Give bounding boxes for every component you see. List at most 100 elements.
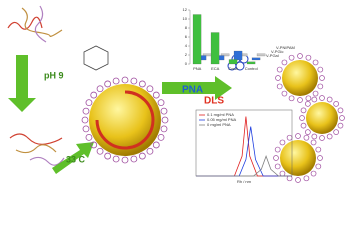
shell-unit bbox=[319, 95, 325, 101]
legend-label: 0 mg/ml PNA bbox=[207, 122, 231, 127]
shell-unit bbox=[297, 97, 303, 103]
polymer-chains bbox=[7, 5, 65, 166]
bar bbox=[233, 50, 243, 61]
bar bbox=[256, 53, 266, 57]
shell-unit bbox=[130, 77, 138, 85]
shell-unit bbox=[275, 75, 281, 81]
shell-unit bbox=[112, 155, 120, 163]
shell-unit bbox=[286, 175, 293, 182]
shell-unit bbox=[319, 75, 325, 81]
shell-unit bbox=[152, 141, 160, 149]
shell-unit bbox=[90, 91, 98, 99]
shell-unit bbox=[337, 122, 344, 129]
shell-unit bbox=[319, 135, 325, 141]
shell-unit bbox=[299, 115, 305, 121]
shell-unit bbox=[85, 133, 93, 141]
shell-unit bbox=[104, 152, 112, 160]
x-tick-label: ConA bbox=[228, 66, 238, 71]
vesicle bbox=[306, 102, 338, 134]
shell-unit bbox=[81, 116, 89, 124]
shell-unit bbox=[121, 76, 129, 84]
shell-unit bbox=[305, 129, 311, 135]
shell-unit bbox=[300, 107, 307, 114]
shell-unit bbox=[157, 133, 165, 141]
shell-unit bbox=[297, 53, 303, 59]
shell-unit bbox=[138, 152, 146, 160]
aggregates bbox=[273, 53, 345, 183]
legend-label: 0.1 mg/ml PNA bbox=[207, 112, 234, 117]
shell-unit bbox=[152, 91, 160, 99]
shell-unit bbox=[85, 99, 93, 107]
shell-unit bbox=[317, 83, 324, 90]
vesicle bbox=[282, 60, 318, 96]
legend-label: V-PNIPAM bbox=[276, 45, 295, 50]
arrow-diag bbox=[52, 142, 94, 174]
shell-unit bbox=[276, 83, 283, 90]
step-label: DLS bbox=[204, 96, 224, 107]
y-tick-label: 10 bbox=[183, 16, 188, 21]
shell-unit bbox=[146, 85, 154, 93]
shell-unit bbox=[138, 80, 146, 88]
shell-unit bbox=[303, 175, 310, 182]
shell-unit bbox=[310, 170, 317, 177]
y-tick-label: 6 bbox=[185, 34, 188, 39]
vesicle-layer bbox=[95, 90, 155, 150]
bar bbox=[246, 61, 256, 65]
bar bbox=[251, 57, 261, 61]
sugar-ring bbox=[83, 45, 109, 71]
shell-unit bbox=[333, 101, 339, 107]
legend-label: V-PGal bbox=[266, 53, 279, 58]
shell-unit bbox=[305, 101, 311, 107]
shell-unit bbox=[311, 96, 318, 103]
y-tick-label: 0 bbox=[185, 61, 188, 66]
shell-unit bbox=[303, 134, 310, 141]
shell-unit bbox=[279, 170, 286, 177]
x-axis-label: Rh / nm bbox=[237, 179, 252, 184]
vesicle bbox=[89, 84, 161, 156]
bar bbox=[210, 32, 220, 65]
page: {"labels": {"ph": "pH 9", "temp": "33 C"… bbox=[7, 5, 345, 185]
shell-unit bbox=[82, 125, 90, 133]
shell-unit bbox=[305, 95, 312, 102]
step-label: pH 9 bbox=[44, 70, 64, 80]
shell-unit bbox=[312, 90, 319, 97]
shell-unit bbox=[337, 107, 344, 114]
arrow-down bbox=[8, 55, 36, 112]
shell-unit bbox=[121, 156, 129, 164]
shell-unit bbox=[326, 133, 333, 140]
shell-unit bbox=[317, 66, 324, 73]
x-tick-label: Control bbox=[245, 66, 258, 71]
bar bbox=[220, 53, 230, 57]
bar bbox=[192, 14, 202, 65]
shell-unit bbox=[311, 133, 318, 140]
legend-label: V-PGlc bbox=[271, 49, 283, 54]
shell-unit bbox=[300, 122, 307, 129]
shell-unit bbox=[274, 163, 281, 170]
shell-unit bbox=[288, 95, 295, 102]
shell-unit bbox=[295, 133, 301, 139]
shell-unit bbox=[82, 107, 90, 115]
line bbox=[196, 155, 292, 177]
vesicle bbox=[280, 140, 316, 176]
shell-unit bbox=[315, 163, 322, 170]
shell-unit bbox=[286, 134, 293, 141]
shell-unit bbox=[112, 77, 120, 85]
y-tick-label: 2 bbox=[185, 52, 188, 57]
graphic: pH 9 33 C PNA DLS 0 2 4 6 8 10 12 V-PNIPAMV-PGl… bbox=[7, 5, 345, 184]
shell-unit bbox=[96, 147, 104, 155]
shell-unit bbox=[274, 146, 281, 153]
shell-unit bbox=[273, 155, 279, 161]
arrow-right bbox=[162, 76, 232, 100]
shell-unit bbox=[315, 146, 322, 153]
shell-unit bbox=[339, 115, 345, 121]
y-tick-label: 8 bbox=[185, 25, 188, 30]
shell-unit bbox=[96, 85, 104, 93]
shell-unit bbox=[130, 155, 138, 163]
vesicle-shell bbox=[81, 76, 169, 164]
shell-unit bbox=[281, 59, 288, 66]
shell-unit bbox=[146, 147, 154, 155]
shell-unit bbox=[276, 66, 283, 73]
shell-unit bbox=[326, 96, 333, 103]
shell-unit bbox=[104, 80, 112, 88]
